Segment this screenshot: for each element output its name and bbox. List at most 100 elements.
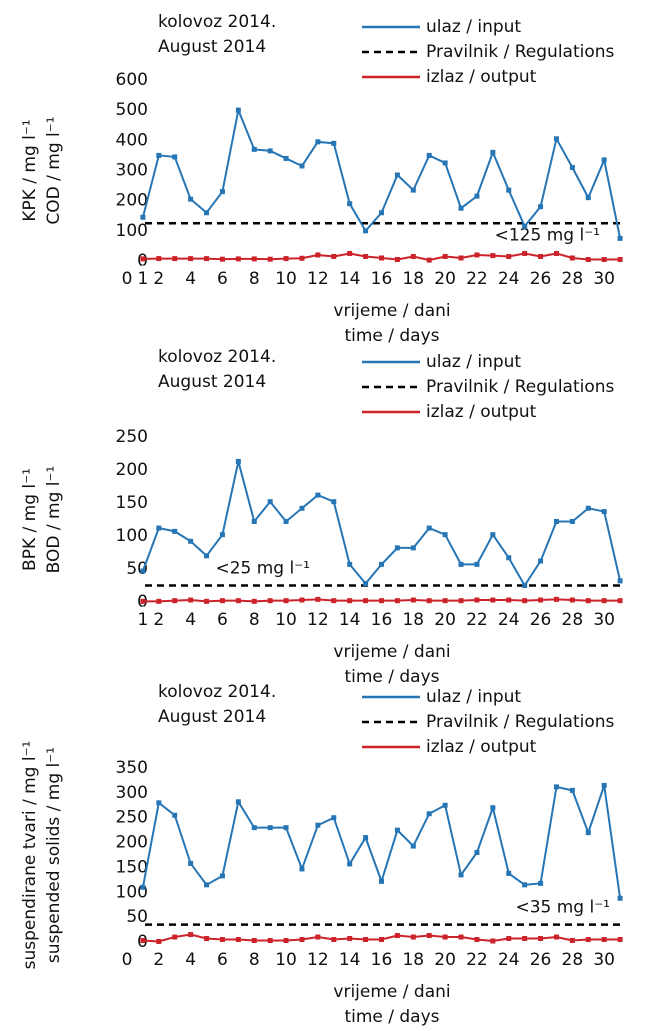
point-marker [267,499,273,505]
x-tick-label: 24 [498,610,520,630]
point-marker [569,518,575,524]
point-marker [347,561,353,567]
legend-label: izlaz / output [426,402,537,422]
point-marker [379,255,384,261]
x-tick-label: 4 [185,610,196,630]
y-tick-label: 50 [126,559,148,579]
reference-label: <125 mg l⁻¹ [495,225,600,245]
point-marker [585,598,591,604]
point-marker [585,505,591,511]
x-tick-label: 22 [466,950,488,970]
point-marker [188,256,194,262]
point-marker [172,256,178,262]
point-marker [347,936,353,942]
y-axis-title: BOD / mg l⁻¹ [44,466,64,574]
point-marker [601,256,607,262]
legend-label: izlaz / output [426,67,537,87]
x-tick-label: 2 [153,269,164,289]
point-marker [617,937,623,943]
point-marker [506,253,512,259]
x-tick-label: 2 [153,950,164,970]
point-marker [506,555,512,561]
point-marker [490,532,496,538]
x-tick-label: 24 [498,950,520,970]
point-marker [617,256,623,262]
point-marker [553,136,559,142]
series-line [141,106,622,239]
point-marker [522,598,528,604]
point-marker [458,598,464,604]
x-tick-label: 8 [249,950,260,970]
point-marker [235,458,241,464]
x-tick-label: 16 [371,950,393,970]
x-axis-title: time / days [344,326,439,346]
point-marker [235,937,241,943]
point-marker [172,812,178,818]
point-marker [394,827,400,833]
point-marker [188,932,194,938]
point-marker [553,250,559,256]
point-marker [331,815,337,821]
point-marker [490,149,496,155]
point-marker [410,934,416,940]
point-marker [251,146,257,152]
point-marker [410,597,416,603]
point-marker [379,210,384,216]
x-tick-label: 0 [122,950,133,970]
point-marker [156,800,162,806]
point-marker [315,252,321,258]
point-marker [331,937,337,943]
point-marker [442,934,448,940]
point-marker [394,933,400,939]
point-marker [299,937,305,943]
point-marker [172,528,178,534]
x-tick-label: 28 [562,269,584,289]
point-marker [506,936,512,942]
y-tick-label: 200 [116,460,148,480]
point-marker [458,934,464,940]
x-tick-label: 1 [137,610,148,630]
x-tick-label: 26 [530,269,552,289]
x-tick-label: 0 [122,269,133,289]
point-marker [363,228,369,234]
y-axis-title: KPK / mg l⁻¹ [20,119,40,221]
point-marker [617,235,623,241]
point-marker [156,525,162,531]
point-marker [251,598,257,604]
point-marker [140,884,146,890]
x-tick-label: 30 [593,610,615,630]
x-tick-label: 14 [339,269,361,289]
x-tick-label: 1 [137,269,148,289]
point-marker [538,253,544,259]
point-marker [458,872,464,878]
point-marker [267,598,273,604]
point-marker [156,598,162,604]
point-marker [267,148,273,154]
x-tick-label: 18 [402,950,424,970]
x-axis-title: vrijeme / dani [333,301,450,321]
chart-title: August 2014 [158,372,266,392]
chart-panel: kolovoz 2014. August 2014 ulaz / input Prav… [20,347,625,687]
point-marker [204,598,210,604]
point-marker [490,597,496,603]
point-marker [140,568,146,574]
point-marker [538,936,544,942]
point-marker [426,598,432,604]
point-marker [490,805,496,811]
point-marker [538,204,544,210]
point-marker [140,938,146,944]
x-axis-title: vrijeme / dani [333,982,450,1002]
y-axis-title: suspended solids / mg l⁻¹ [44,747,64,963]
point-marker [601,598,607,604]
point-marker [251,825,257,831]
point-marker [553,934,559,940]
x-axis-title: time / days [344,667,439,687]
point-marker [601,937,607,943]
point-marker [522,583,528,588]
chart-title: kolovoz 2014. [158,12,276,32]
point-marker [283,598,289,604]
y-tick-label: 100 [116,221,148,241]
point-marker [219,937,225,943]
point-marker [538,880,544,886]
